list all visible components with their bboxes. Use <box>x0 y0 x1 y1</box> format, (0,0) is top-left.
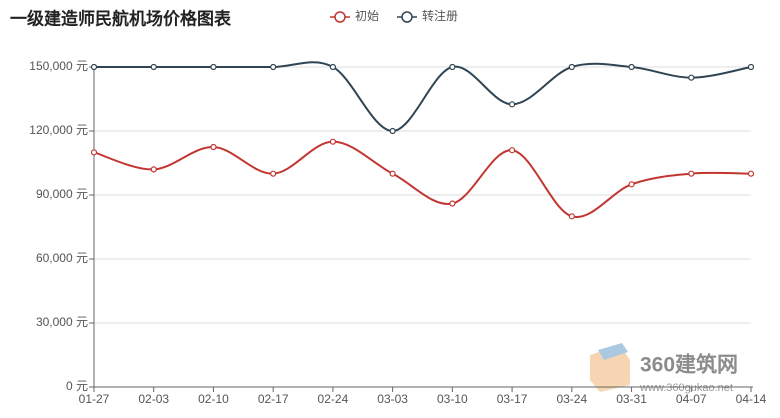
x-tick-label: 01-27 <box>79 392 110 406</box>
data-point <box>747 170 755 177</box>
x-tick-label: 03-10 <box>437 392 468 406</box>
legend-label: 初始 <box>355 9 379 23</box>
data-point <box>449 63 456 71</box>
data-point <box>568 213 575 220</box>
data-point <box>747 63 755 71</box>
legend-symbol <box>401 11 413 23</box>
chart-title: 一级建造师民航机场价格图表 <box>10 8 232 28</box>
data-point <box>449 200 456 207</box>
x-tick-label: 02-10 <box>198 392 229 406</box>
y-tick-label: 30,000 元 <box>36 315 88 329</box>
data-point <box>329 63 337 71</box>
legend-symbol <box>334 11 346 23</box>
legend-item: 初始 <box>330 9 379 23</box>
x-tick-label: 04-07 <box>676 392 707 406</box>
data-point <box>389 127 396 135</box>
x-tick-label: 02-17 <box>258 392 289 406</box>
data-point <box>508 101 516 108</box>
x-tick-label: 02-24 <box>318 392 349 406</box>
data-point <box>508 147 516 154</box>
data-point <box>688 74 695 81</box>
x-tick-label: 04-14 <box>736 392 767 406</box>
y-tick-label: 0 元 <box>66 379 88 393</box>
data-point <box>628 63 635 71</box>
x-tick-label: 02-03 <box>138 392 169 406</box>
y-tick-label: 120,000 元 <box>29 123 88 137</box>
data-point <box>270 63 277 71</box>
data-point <box>210 143 217 151</box>
x-tick-label: 03-24 <box>556 392 587 406</box>
x-tick-label: 03-31 <box>616 392 647 406</box>
y-tick-label: 60,000 元 <box>36 251 88 265</box>
legend-label: 转注册 <box>422 8 458 23</box>
watermark-name: 360建筑网 <box>640 353 738 377</box>
data-point <box>568 63 575 71</box>
data-point <box>270 170 277 177</box>
data-point <box>150 166 157 173</box>
watermark: 360建筑网 www.360gukao.net <box>590 343 738 394</box>
watermark-icon <box>590 345 630 392</box>
data-point <box>628 181 635 188</box>
data-point <box>210 63 217 71</box>
x-tick-label: 03-17 <box>497 392 528 406</box>
data-point <box>688 170 695 177</box>
watermark-icon <box>598 343 628 360</box>
x-tick-label: 03-03 <box>377 392 408 406</box>
data-point <box>150 63 157 71</box>
data-point <box>329 138 337 145</box>
data-point <box>389 170 396 177</box>
data-point <box>90 63 98 71</box>
legend-item: 转注册 <box>397 8 458 23</box>
y-tick-label: 150,000 元 <box>29 59 88 73</box>
watermark-url: www.360gukao.net <box>639 382 733 394</box>
data-point <box>90 149 98 156</box>
y-tick-label: 90,000 元 <box>36 187 88 201</box>
